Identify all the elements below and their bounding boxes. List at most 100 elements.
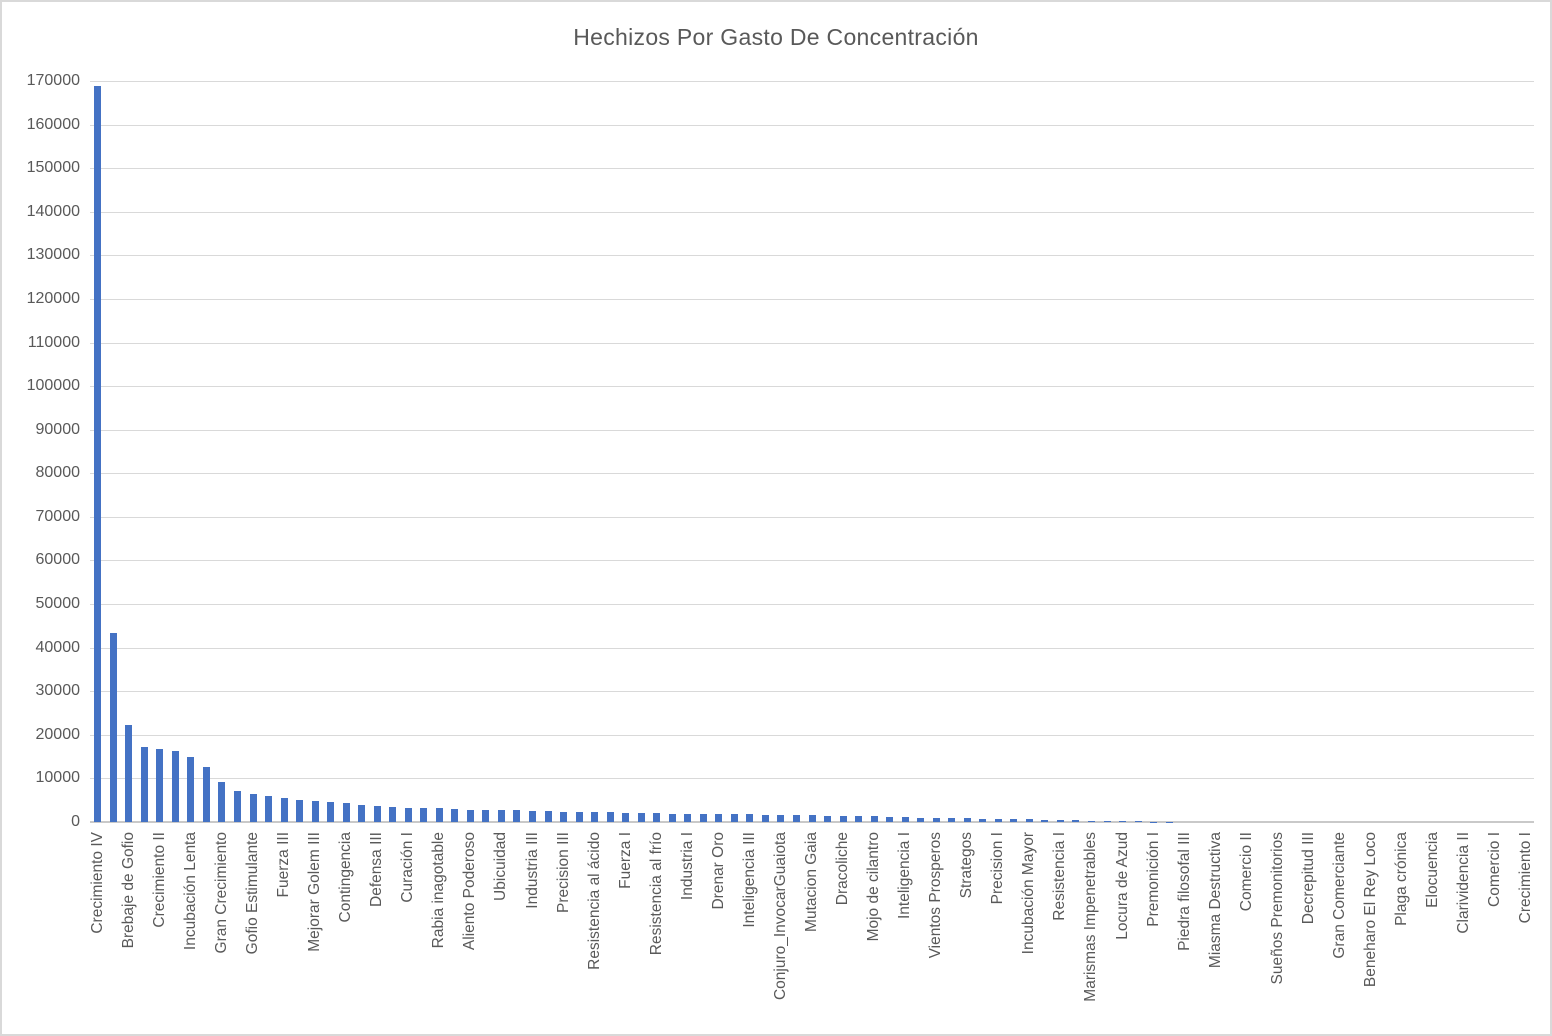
x-tick-label: Conjuro_InvocarGuaiota <box>771 832 789 1001</box>
gridline <box>90 255 1534 257</box>
y-tick-label: 70000 <box>35 507 81 525</box>
x-tick-label: Fuerza I <box>616 832 634 889</box>
bar <box>1072 820 1080 822</box>
bar <box>948 818 956 822</box>
x-tick-label: Vientos Prosperos <box>927 832 945 959</box>
x-tick-label: Crecimiento I <box>1517 832 1535 924</box>
x-tick-label: Contingencia <box>337 832 355 923</box>
x-tick-label: Beneharo El Rey Loco <box>1361 832 1379 988</box>
bar <box>451 809 459 822</box>
bar <box>389 806 397 822</box>
bar <box>606 812 614 822</box>
x-tick-label: Dracoliche <box>834 832 852 906</box>
bar <box>544 811 552 822</box>
x-tick-label: Strategos <box>958 832 976 899</box>
bar <box>296 799 304 822</box>
x-tick-label: Clarividencia II <box>1455 832 1473 934</box>
bar <box>125 724 133 822</box>
gridline <box>90 342 1534 344</box>
bar <box>529 810 537 822</box>
x-tick-label: Comercio II <box>1237 832 1255 912</box>
gridline <box>90 124 1534 126</box>
x-tick-label: Inteligencia I <box>896 832 914 920</box>
gridline <box>90 604 1534 606</box>
gridline <box>90 473 1534 475</box>
bar <box>963 818 971 822</box>
bar <box>280 798 288 822</box>
bar <box>855 815 863 822</box>
bar <box>761 814 769 822</box>
x-tick-label: Industria I <box>678 832 696 901</box>
x-tick-label: Rabia inagotable <box>430 832 448 949</box>
x-tick-label: Comercio I <box>1486 832 1504 907</box>
x-tick-label: Precision III <box>554 832 572 913</box>
x-tick-label: Crecimiento IV <box>88 832 106 934</box>
bar <box>575 811 583 822</box>
y-tick-label: 80000 <box>35 464 81 482</box>
x-tick-label: Marismas Impenetrables <box>1082 832 1100 1002</box>
x-tick-label: Industria III <box>523 832 541 909</box>
x-tick-label: Drenar Oro <box>709 832 727 910</box>
y-tick-label: 120000 <box>26 289 80 307</box>
gridline <box>90 211 1534 213</box>
y-tick-label: 60000 <box>35 551 81 569</box>
y-tick-label: 30000 <box>35 682 81 700</box>
x-tick-label: Inteligencia III <box>740 832 758 928</box>
bar <box>327 801 335 822</box>
x-tick-label: Mejorar Golem III <box>306 832 324 952</box>
y-tick-label: 160000 <box>26 115 80 133</box>
x-tick-label: Precision I <box>989 832 1007 905</box>
x-tick-label: Locura de Azud <box>1113 832 1131 940</box>
bar <box>1056 820 1064 822</box>
y-tick-label: 0 <box>71 813 80 830</box>
x-tick-label: Gran Crecimiento <box>212 832 230 954</box>
x-tick-label: Ubicuidad <box>492 832 510 901</box>
y-tick-label: 140000 <box>26 202 80 220</box>
bar <box>917 817 925 822</box>
bar <box>1103 820 1111 822</box>
y-tick-label: 10000 <box>35 769 81 787</box>
bar <box>1134 821 1142 822</box>
bar <box>373 805 381 822</box>
bar <box>156 749 164 822</box>
bar <box>404 807 412 822</box>
x-tick-label: Defensa III <box>368 832 386 907</box>
bar <box>792 815 800 822</box>
bar <box>622 812 630 822</box>
x-tick-label: Resistencia I <box>1051 832 1069 921</box>
bar <box>560 811 568 822</box>
bar <box>1041 819 1049 822</box>
y-tick-label: 90000 <box>35 420 81 438</box>
x-tick-label: Sueños Premonitorios <box>1268 832 1286 985</box>
bar <box>94 86 102 822</box>
bar <box>265 796 273 822</box>
y-tick-label: 110000 <box>27 333 80 351</box>
bar <box>311 800 319 822</box>
gridline <box>90 429 1534 431</box>
bar <box>684 813 692 822</box>
x-tick-label: Elocuencia <box>1424 832 1442 908</box>
bar <box>839 815 847 822</box>
bar <box>932 817 940 822</box>
bar <box>109 632 117 822</box>
x-tick-label: Incubación Lenta <box>181 832 199 951</box>
gridline <box>90 778 1534 780</box>
gridline <box>90 168 1534 170</box>
gridline <box>90 560 1534 562</box>
x-axis-baseline <box>90 821 1534 823</box>
bar <box>1010 819 1018 822</box>
bar <box>901 816 909 822</box>
bar <box>420 808 428 822</box>
bar <box>870 816 878 822</box>
bar <box>358 804 366 822</box>
bar <box>808 815 816 822</box>
gridline <box>90 516 1534 518</box>
bar <box>140 747 148 822</box>
x-tick-label: Mutacion Gaia <box>803 832 820 932</box>
bar <box>1119 821 1127 822</box>
y-tick-label: 170000 <box>26 72 80 89</box>
x-tick-label: Curación I <box>399 832 417 903</box>
gridline <box>90 386 1534 388</box>
